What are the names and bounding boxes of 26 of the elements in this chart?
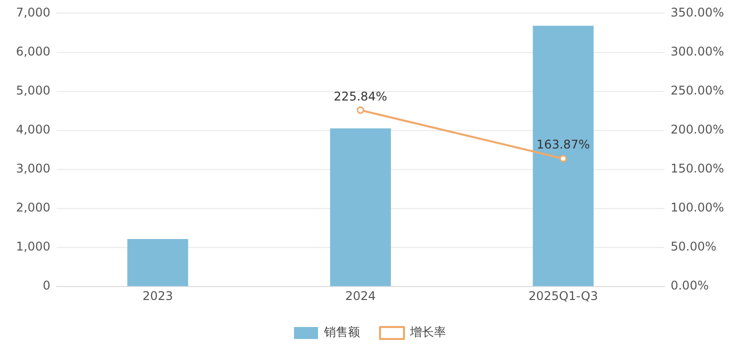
- legend-label: 增长率: [409, 325, 446, 340]
- y-tick-label: 3,000: [16, 162, 50, 176]
- x-tick-label: 2024: [345, 288, 376, 303]
- y-tick-label: 7,000: [16, 5, 50, 20]
- y-tick-label: 5,000: [16, 83, 50, 98]
- y-tick-label: 1,000: [16, 240, 50, 254]
- y2-tick-label: 0.00%: [670, 278, 709, 293]
- y2-tick-label: 300.00%: [670, 44, 724, 58]
- bar: [330, 128, 391, 286]
- y-tick-label: 6,000: [16, 44, 50, 58]
- y-tick-label: 0: [42, 278, 50, 293]
- x-tick-label: 2025Q1-Q3: [528, 288, 598, 303]
- data-label: 163.87%: [536, 138, 590, 152]
- bar: [532, 26, 594, 286]
- y2-tick-label: 250.00%: [670, 83, 724, 98]
- y2-tick-label: 150.00%: [670, 162, 724, 176]
- y2-tick-label: 350.00%: [670, 5, 724, 20]
- x-tick-label: 2023: [142, 288, 174, 303]
- y-tick-label: 4,000: [16, 122, 50, 136]
- y2-tick-label: 200.00%: [670, 122, 724, 136]
- bar: [127, 238, 188, 286]
- y-tick-label: 2,000: [16, 200, 50, 215]
- data-label: 225.84%: [334, 89, 388, 104]
- y2-tick-label: 100.00%: [670, 200, 724, 215]
- y2-tick-label: 50.00%: [670, 240, 716, 254]
- legend-label: 销售额: [323, 325, 360, 340]
